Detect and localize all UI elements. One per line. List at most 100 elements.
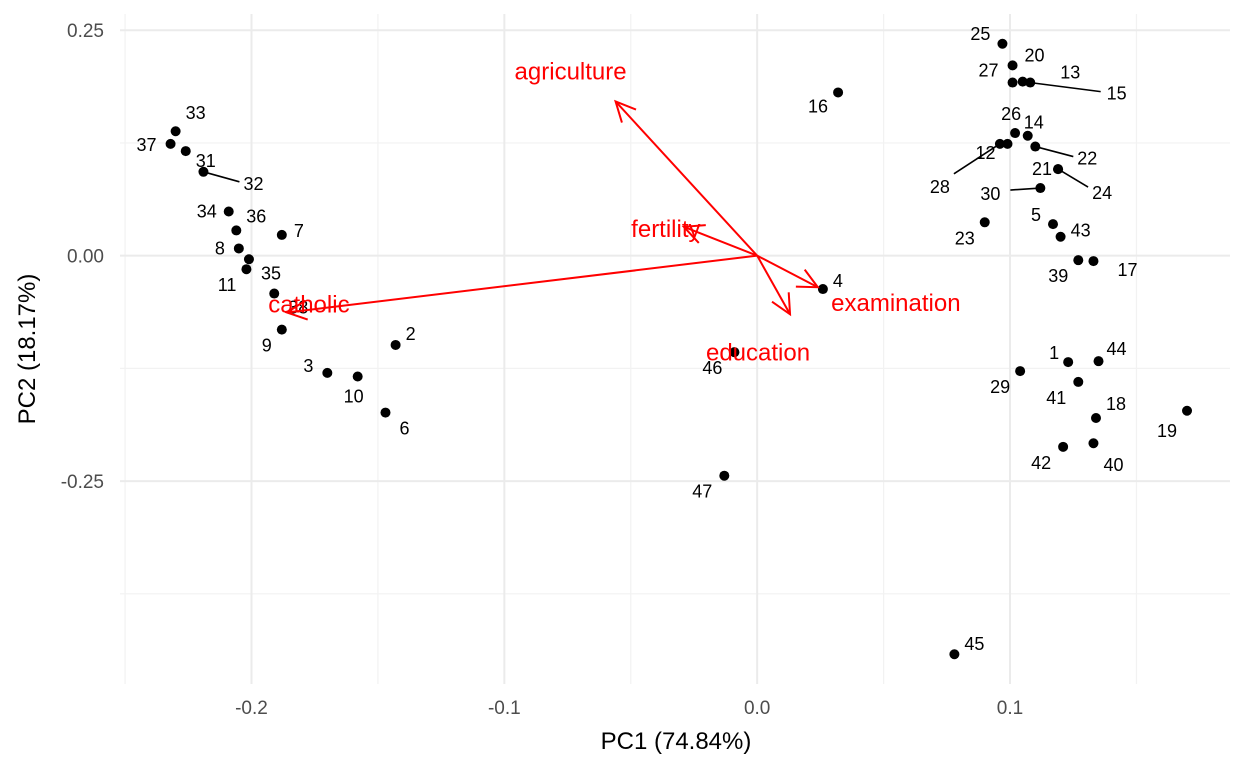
point-label: 14 [1024, 113, 1044, 133]
data-point [198, 166, 209, 177]
data-point [719, 470, 730, 481]
data-point [1055, 231, 1066, 242]
data-point [1035, 183, 1046, 194]
data-point [1048, 219, 1059, 230]
leader-line [1022, 80, 1101, 93]
data-point [1073, 376, 1084, 387]
data-point [165, 138, 176, 149]
point-label: 18 [1106, 394, 1126, 414]
data-point [1002, 138, 1013, 149]
data-point [1063, 357, 1074, 368]
label-leader-lines [203, 80, 1101, 191]
leader-line [203, 171, 240, 183]
data-point [1182, 405, 1193, 416]
point-label: 27 [979, 61, 999, 81]
major-gridlines [120, 14, 1230, 684]
point-label: 42 [1031, 453, 1051, 473]
point-label: 26 [1001, 104, 1021, 124]
loading-arrow [614, 100, 758, 257]
loading-label: education [706, 339, 810, 366]
point-labels: 1234567891011121314151617181920212223242… [137, 24, 1177, 654]
point-label: 23 [955, 228, 975, 248]
data-point [170, 126, 181, 137]
loading-arrow [756, 254, 819, 289]
point-label: 39 [1048, 266, 1068, 286]
loading-arrowhead [614, 99, 637, 123]
data-points [165, 38, 1193, 660]
point-label: 33 [186, 103, 206, 123]
loading-arrowhead [795, 269, 820, 289]
loading-arrow [756, 255, 791, 315]
data-point [1088, 438, 1099, 449]
point-label: 1 [1049, 343, 1059, 363]
point-label: 41 [1046, 388, 1066, 408]
data-point [231, 225, 242, 236]
data-point [979, 217, 990, 228]
data-point [243, 254, 254, 265]
point-label: 35 [261, 263, 281, 283]
x-tick-label: -0.1 [488, 698, 521, 719]
data-point [1007, 77, 1018, 88]
x-axis-tick-labels: -0.2 -0.1 0.0 0.1 [235, 698, 1023, 719]
point-label: 47 [692, 482, 712, 502]
data-point [997, 38, 1008, 49]
point-label: 30 [980, 184, 1000, 204]
leader-line [1010, 187, 1041, 191]
data-point [1088, 256, 1099, 267]
y-axis-title: PC2 (18.17%) [14, 274, 41, 425]
loading-arrowhead [681, 224, 706, 244]
point-label: 44 [1107, 339, 1127, 359]
data-point [241, 264, 252, 275]
point-label: 25 [970, 24, 990, 44]
y-tick-label: -0.25 [61, 472, 104, 493]
data-point [1090, 412, 1101, 423]
point-label: 46 [702, 358, 722, 378]
point-label: 17 [1117, 260, 1137, 280]
data-point [1025, 77, 1036, 88]
point-label: 3 [303, 356, 313, 376]
data-point [380, 407, 391, 418]
data-point [1058, 441, 1069, 452]
point-label: 5 [1031, 205, 1041, 225]
point-label: 9 [262, 336, 272, 356]
point-label: 34 [197, 201, 217, 221]
loading-labels: agriculture fertility examination education… [268, 58, 960, 366]
point-label: 21 [1032, 159, 1052, 179]
x-tick-label: -0.2 [235, 698, 268, 719]
point-label: 8 [215, 238, 225, 258]
data-point [949, 649, 960, 660]
data-point [1010, 128, 1021, 139]
point-label: 32 [243, 174, 263, 194]
point-label: 20 [1025, 45, 1045, 65]
point-label: 16 [808, 96, 828, 116]
y-axis-tick-labels: 0.25 0.00 -0.25 [61, 21, 104, 493]
point-label: 7 [294, 221, 304, 241]
data-point [390, 339, 401, 350]
point-label: 11 [218, 275, 237, 295]
leader-line [1035, 145, 1074, 158]
loading-label: agriculture [515, 58, 627, 85]
loading-arrowhead [284, 299, 309, 321]
data-point [729, 347, 740, 358]
data-point [322, 367, 333, 378]
leader-line [953, 143, 1001, 175]
point-label: 13 [1060, 63, 1080, 83]
loading-arrow [683, 225, 758, 257]
loading-label: fertility [631, 216, 700, 243]
point-label: 43 [1071, 221, 1091, 241]
point-label: 31 [196, 151, 216, 171]
point-label: 28 [930, 177, 950, 197]
data-point [1053, 164, 1064, 175]
data-point [1022, 130, 1033, 141]
data-point [180, 146, 191, 157]
y-tick-label: 0.00 [67, 247, 104, 268]
data-point [1007, 60, 1018, 71]
point-label: 40 [1103, 455, 1123, 475]
leader-line [1057, 168, 1089, 188]
minor-gridlines [120, 14, 1230, 684]
data-point [269, 288, 280, 299]
point-label: 19 [1157, 421, 1177, 441]
loading-label: catholic [268, 291, 349, 318]
x-tick-label: 0.0 [744, 698, 770, 719]
